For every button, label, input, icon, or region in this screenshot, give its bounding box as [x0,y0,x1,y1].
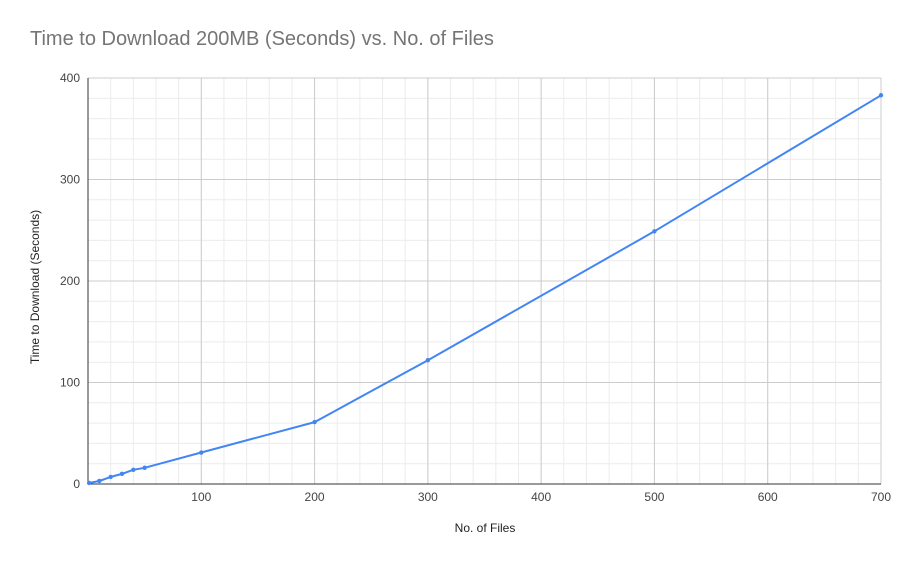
data-point [131,467,136,472]
major-gridlines [88,77,882,485]
y-tick-label: 0 [73,477,80,491]
y-axis-title: Time to Download (Seconds) [28,209,42,365]
x-tick-label: 400 [531,490,551,504]
data-point [425,357,431,363]
x-tick-label: 500 [644,490,664,504]
series-line [88,94,882,484]
data-point [108,474,113,480]
x-tick-label: 100 [191,490,211,504]
x-tick-label: 600 [758,490,778,504]
data-point [878,93,884,98]
data-point [199,450,204,455]
x-tick-label: 200 [305,490,325,504]
data-point [142,465,147,470]
data-point [86,480,92,486]
chart-title: Time to Download 200MB (Seconds) vs. No.… [30,28,494,50]
y-tick-label: 100 [60,376,80,390]
y-tick-label: 200 [60,274,80,288]
axes [87,78,881,485]
data-point [312,419,317,425]
series-layer [86,93,884,486]
y-tick-label: 300 [60,173,80,187]
data-point [97,478,102,484]
data-point [652,229,657,234]
x-tick-label: 700 [871,490,891,504]
tick-labels: 100 200 300 400 500 600 700 0 100 200 300 400 [60,71,891,504]
x-axis-title: No. of Files [454,521,516,535]
x-tick-label: 300 [418,490,438,504]
data-point [119,471,125,477]
y-tick-label: 400 [60,71,80,85]
